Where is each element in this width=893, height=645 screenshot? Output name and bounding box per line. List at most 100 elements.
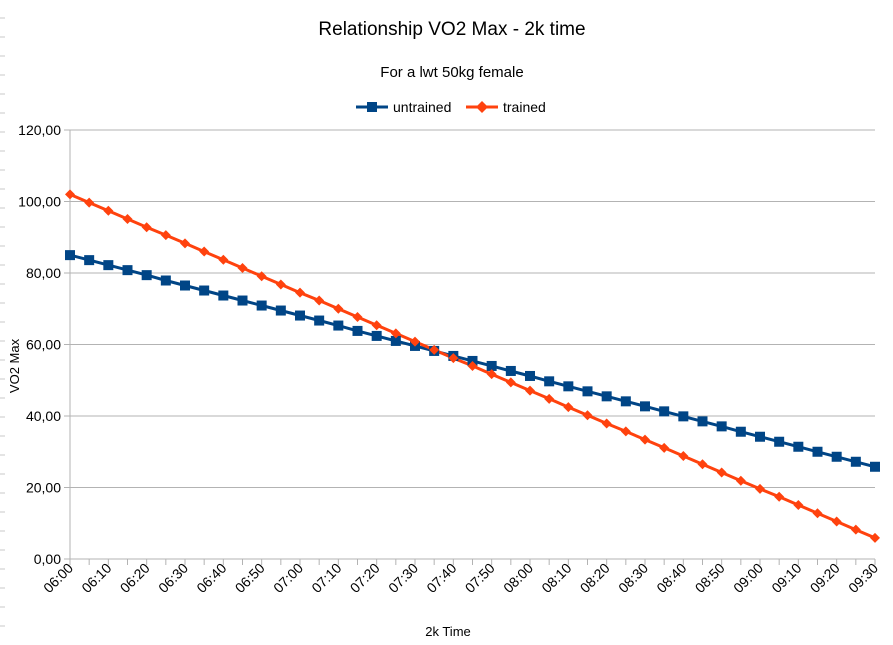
trained-point xyxy=(275,279,286,290)
x-tick-label: 07:10 xyxy=(308,560,344,596)
untrained-point xyxy=(544,376,555,387)
untrained-point xyxy=(505,365,516,376)
untrained-point xyxy=(659,406,670,417)
y-tick-label: 120,00 xyxy=(18,122,61,138)
trained-point xyxy=(601,418,612,429)
trained-point xyxy=(774,491,785,502)
untrained-point xyxy=(333,320,344,331)
trained-point xyxy=(160,230,171,241)
x-tick-label: 07:40 xyxy=(423,560,459,596)
legend-trained-label: trained xyxy=(503,99,546,115)
x-tick-label: 08:10 xyxy=(538,560,574,596)
gridlines xyxy=(64,129,875,560)
trained-point xyxy=(199,246,210,257)
x-tick-label: 08:00 xyxy=(500,560,536,596)
trained-point xyxy=(870,532,880,543)
untrained-point xyxy=(295,310,305,321)
x-tick-label: 09:10 xyxy=(768,560,804,596)
trained-point xyxy=(755,483,765,494)
trained-point xyxy=(103,205,114,216)
untrained-point xyxy=(620,396,631,407)
untrained-point xyxy=(678,411,689,422)
trained-point xyxy=(525,385,535,396)
trained-point xyxy=(295,287,305,298)
untrained-point xyxy=(755,431,765,442)
trained-point xyxy=(371,320,382,331)
x-tick-label: 06:40 xyxy=(193,560,229,596)
x-tick-label: 08:40 xyxy=(653,560,689,596)
trained-point xyxy=(333,303,344,314)
x-tick-label: 07:00 xyxy=(270,560,306,596)
untrained-point xyxy=(199,285,210,296)
legend-untrained-label: untrained xyxy=(393,99,451,115)
trained-point xyxy=(448,353,459,364)
trained-point xyxy=(429,344,440,355)
untrained-point xyxy=(601,391,612,402)
untrained-point xyxy=(697,416,708,427)
x-tick-label: 08:30 xyxy=(615,560,651,596)
trained-point xyxy=(620,426,631,437)
trained-point xyxy=(697,459,708,470)
untrained-point xyxy=(103,260,114,271)
x-tick-label: 09:20 xyxy=(807,560,843,596)
untrained-point xyxy=(716,421,727,432)
trained-point xyxy=(256,271,267,282)
x-tick-labels: 06:00 06:10 06:20 06:30 06:40 06:50 07:00 07:10… xyxy=(40,560,881,596)
untrained-point xyxy=(390,335,401,346)
x-tick-label: 06:30 xyxy=(155,560,191,596)
untrained-point xyxy=(870,461,880,472)
trained-point xyxy=(563,402,574,413)
y-axis-title: VO2 Max xyxy=(7,338,22,393)
untrained-point xyxy=(218,290,229,301)
y-tick-label: 80,00 xyxy=(26,265,61,281)
y-tick-labels: 0,00 20,00 40,00 60,00 80,00 100,00 120,00 xyxy=(18,122,61,567)
untrained-point xyxy=(831,451,842,462)
trained-point xyxy=(716,467,727,478)
x-tick-label: 08:50 xyxy=(692,560,728,596)
trained-point xyxy=(659,442,670,453)
untrained-point xyxy=(774,436,785,447)
untrained-point xyxy=(180,280,190,291)
x-tick-label: 08:20 xyxy=(577,560,613,596)
untrained-point xyxy=(486,360,497,371)
untrained-point xyxy=(275,305,286,316)
untrained-point xyxy=(563,381,574,392)
trained-point xyxy=(831,516,842,527)
trained-point xyxy=(735,475,746,486)
x-axis-title: 2k Time xyxy=(425,624,471,639)
x-tick-label: 09:30 xyxy=(845,560,881,596)
x-tick-label: 09:00 xyxy=(730,560,766,596)
untrained-point xyxy=(735,426,746,437)
trained-point xyxy=(180,238,190,249)
left-edge-ticks xyxy=(0,17,5,627)
y-tick-label: 100,00 xyxy=(18,194,61,210)
legend-untrained-marker xyxy=(367,102,377,112)
x-tick-label: 07:50 xyxy=(462,560,498,596)
untrained-point xyxy=(160,275,171,286)
untrained-point xyxy=(314,315,325,326)
trained-point xyxy=(486,369,497,380)
untrained-point xyxy=(141,270,152,281)
legend: untrained trained xyxy=(356,99,546,115)
y-tick-label: 20,00 xyxy=(26,480,61,496)
x-tick-label: 06:20 xyxy=(117,560,153,596)
trained-point xyxy=(544,393,555,404)
untrained-point xyxy=(850,456,861,467)
y-tick-label: 0,00 xyxy=(34,551,61,567)
trained-point xyxy=(678,451,689,462)
axes xyxy=(69,130,876,565)
untrained-point xyxy=(640,401,650,412)
untrained-point xyxy=(84,255,95,266)
trained-point xyxy=(314,295,325,306)
trained-point xyxy=(640,434,650,445)
untrained-point xyxy=(122,265,133,276)
x-tick-label: 07:20 xyxy=(347,560,383,596)
chart-title: Relationship VO2 Max - 2k time xyxy=(318,19,585,40)
series-markers xyxy=(65,189,880,543)
trained-point xyxy=(467,360,478,371)
trained-point xyxy=(793,500,804,511)
untrained-point xyxy=(467,355,478,366)
trained-point xyxy=(65,189,75,200)
untrained-point xyxy=(525,370,535,381)
